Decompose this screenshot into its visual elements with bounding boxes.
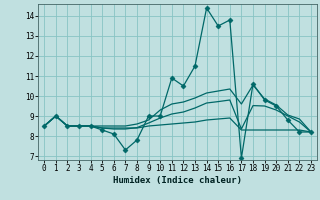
X-axis label: Humidex (Indice chaleur): Humidex (Indice chaleur) (113, 176, 242, 185)
